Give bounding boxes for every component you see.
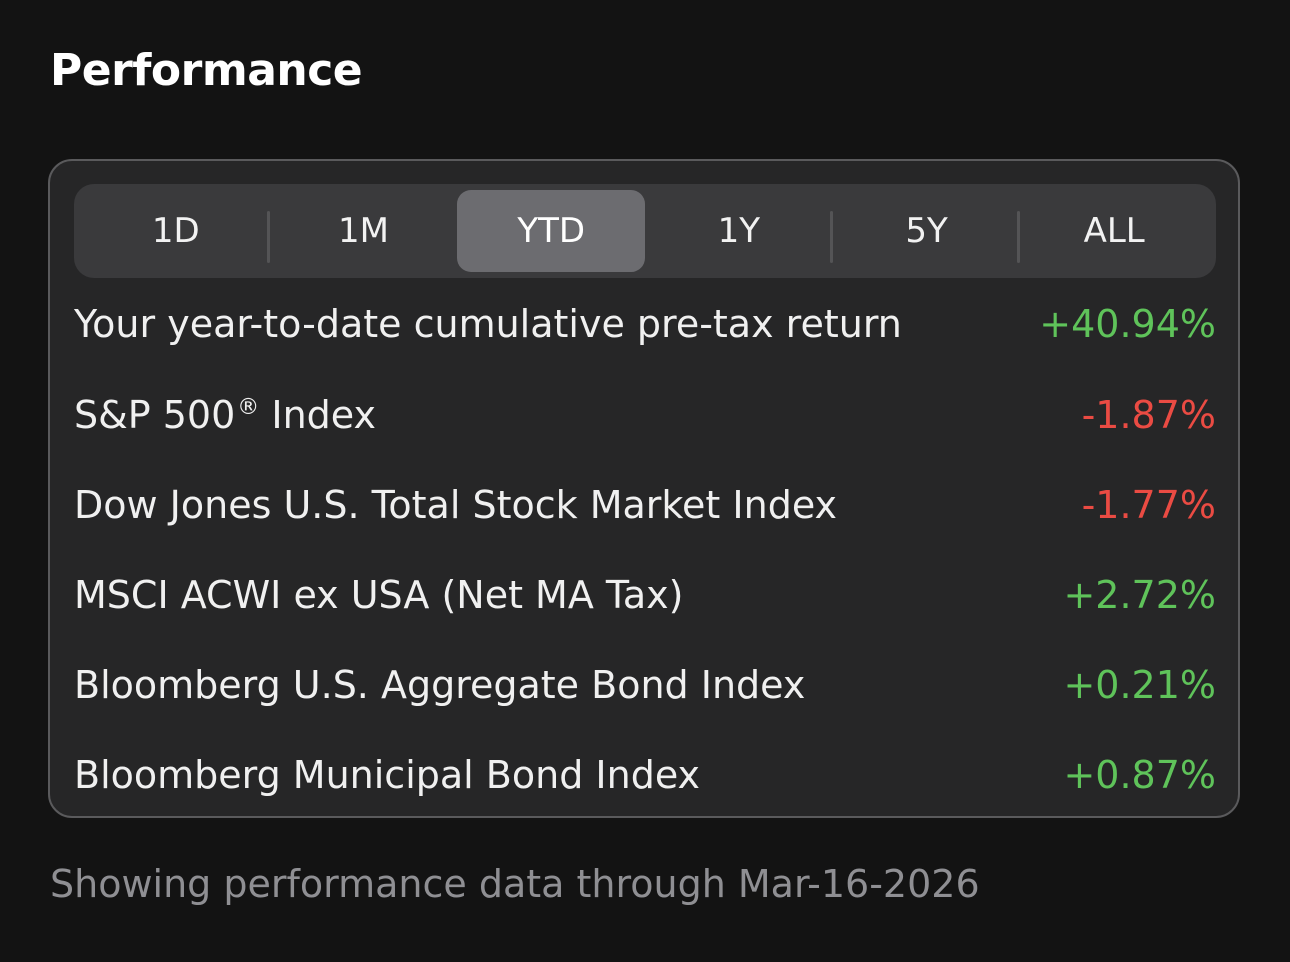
tab-separator xyxy=(1017,211,1021,263)
tab-5y[interactable]: 5Y xyxy=(833,190,1021,272)
tab-separator xyxy=(829,211,833,263)
tab-separator xyxy=(266,211,270,263)
return-label: Bloomberg Municipal Bond Index xyxy=(74,753,701,797)
return-row-municipal-bond: Bloomberg Municipal Bond Index +0.87% xyxy=(74,730,1216,820)
tab-label: 1Y xyxy=(717,211,761,251)
return-value: +2.72% xyxy=(1063,573,1216,617)
tab-label: 5Y xyxy=(905,211,948,251)
return-label: Bloomberg U.S. Aggregate Bond Index xyxy=(74,663,806,707)
return-row-dow-jones: Dow Jones U.S. Total Stock Market Index … xyxy=(74,460,1216,550)
return-value: +40.94% xyxy=(1039,302,1216,346)
returns-list: Your year-to-date cumulative pre-tax ret… xyxy=(74,278,1216,820)
return-label: Your year-to-date cumulative pre-tax ret… xyxy=(74,302,902,346)
tab-all[interactable]: ALL xyxy=(1020,190,1208,272)
tab-ytd[interactable]: YTD xyxy=(457,190,646,272)
return-label: Dow Jones U.S. Total Stock Market Index xyxy=(74,483,838,527)
return-label: MSCI ACWI ex USA (Net MA Tax) xyxy=(74,573,684,617)
tab-1y[interactable]: 1Y xyxy=(645,190,833,272)
return-value: -1.77% xyxy=(1081,483,1216,527)
return-value: -1.87% xyxy=(1081,393,1216,437)
tab-label: YTD xyxy=(517,211,586,251)
period-selector: 1D 1M YTD 1Y 5Y ALL xyxy=(74,184,1216,278)
page-title: Performance xyxy=(50,45,363,96)
tab-label: 1M xyxy=(338,211,389,251)
tab-1d[interactable]: 1D xyxy=(82,190,270,272)
return-row-aggregate-bond: Bloomberg U.S. Aggregate Bond Index +0.2… xyxy=(74,640,1216,730)
performance-card: 1D 1M YTD 1Y 5Y ALL Your year-to-date cu… xyxy=(48,159,1240,818)
return-value: +0.87% xyxy=(1063,753,1216,797)
return-row-msci: MSCI ACWI ex USA (Net MA Tax) +2.72% xyxy=(74,550,1216,640)
return-label-suffix: Index xyxy=(259,393,376,437)
tab-label: 1D xyxy=(151,211,200,251)
data-date-note: Showing performance data through Mar-16-… xyxy=(50,862,980,906)
registered-mark: ® xyxy=(237,395,260,420)
return-row-sp500: S&P 500® Index -1.87% xyxy=(74,370,1216,460)
tab-label: ALL xyxy=(1083,211,1145,251)
return-value: +0.21% xyxy=(1063,663,1216,707)
return-row-personal: Your year-to-date cumulative pre-tax ret… xyxy=(74,278,1216,370)
tab-1m[interactable]: 1M xyxy=(270,190,458,272)
return-label-name: S&P 500 xyxy=(74,393,236,437)
return-label: S&P 500® Index xyxy=(74,393,376,437)
